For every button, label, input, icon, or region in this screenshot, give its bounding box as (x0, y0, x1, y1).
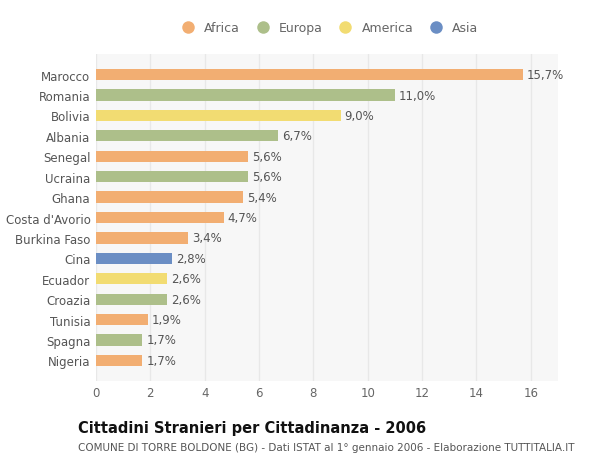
Bar (96, 70, 523, 81)
Text: 1,9%: 1,9% (152, 313, 182, 326)
Bar (96, 335, 142, 346)
Bar (96, 294, 167, 305)
Legend: Africa, Europa, America, Asia: Africa, Europa, America, Asia (176, 22, 478, 35)
Bar (96, 90, 395, 101)
Text: 15,7%: 15,7% (527, 69, 564, 82)
Text: 9,0%: 9,0% (344, 110, 374, 123)
Text: 2,6%: 2,6% (171, 273, 200, 285)
Text: 2,8%: 2,8% (176, 252, 206, 265)
Bar (96, 131, 278, 142)
Bar (96, 192, 243, 203)
Text: 1,7%: 1,7% (146, 354, 176, 367)
Bar (96, 111, 341, 122)
Text: 6,7%: 6,7% (282, 130, 312, 143)
Text: Cittadini Stranieri per Cittadinanza - 2006: Cittadini Stranieri per Cittadinanza - 2… (78, 420, 426, 435)
Text: 3,4%: 3,4% (193, 232, 222, 245)
Text: 1,7%: 1,7% (146, 334, 176, 347)
Text: 5,4%: 5,4% (247, 191, 277, 204)
Bar (96, 274, 167, 285)
Text: 5,6%: 5,6% (252, 171, 282, 184)
Text: 11,0%: 11,0% (399, 90, 436, 102)
Bar (96, 253, 172, 264)
Bar (96, 314, 148, 325)
Text: COMUNE DI TORRE BOLDONE (BG) - Dati ISTAT al 1° gennaio 2006 - Elaborazione TUTT: COMUNE DI TORRE BOLDONE (BG) - Dati ISTA… (78, 442, 575, 452)
Bar (96, 213, 224, 224)
Bar (96, 355, 142, 366)
Text: 4,7%: 4,7% (228, 212, 257, 224)
Text: 2,6%: 2,6% (171, 293, 200, 306)
Bar (96, 233, 188, 244)
Text: 5,6%: 5,6% (252, 151, 282, 163)
Bar (96, 151, 248, 162)
Bar (96, 172, 248, 183)
